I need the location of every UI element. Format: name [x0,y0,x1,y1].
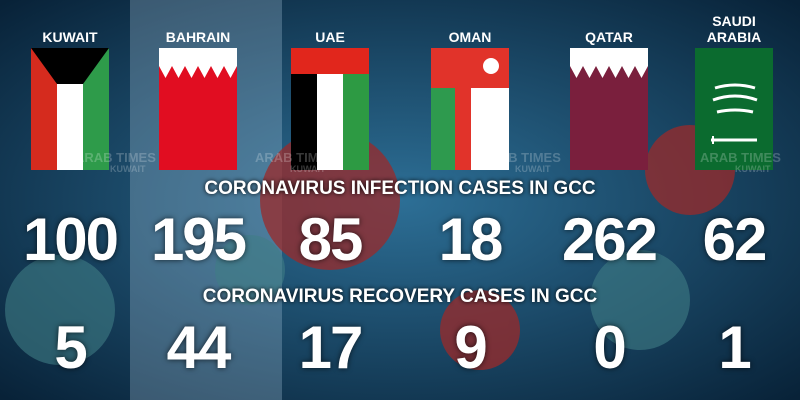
infections-heading: CORONAVIRUS INFECTION CASES IN GCC [204,178,596,199]
infection-count: 195 [150,206,247,273]
country-name: OMAN [448,29,492,45]
infection-count: 18 [438,206,504,273]
infection-count: 85 [298,206,364,273]
infection-count: 100 [22,206,119,273]
recovery-count: 1 [718,314,751,381]
watermark-brand: ARAB TIMES [255,150,336,165]
recoveries-heading: CORONAVIRUS RECOVERY CASES IN GCC [202,286,598,307]
recovery-count: 5 [54,314,87,381]
country-name: KUWAIT [42,29,98,45]
country-name: SAUDI ARABIA [706,13,762,45]
watermark-brand: ARAB TIMES [480,150,561,165]
infection-count: 262 [561,206,658,273]
recovery-count: 44 [166,314,232,381]
country-name: BAHRAIN [165,29,231,45]
country-name: QATAR [585,29,633,45]
watermark-place: KUWAIT [515,164,551,174]
watermark-place: KUWAIT [290,164,326,174]
watermark-brand: ARAB TIMES [75,150,156,165]
recovery-count: 9 [454,314,487,381]
recovery-count: 17 [298,314,364,381]
country-name: UAE [315,29,345,45]
watermark-brand: ARAB TIMES [700,150,781,165]
infection-count: 62 [702,206,768,273]
watermark-place: KUWAIT [110,164,146,174]
watermark-place: KUWAIT [735,164,771,174]
recovery-count: 0 [593,314,626,381]
